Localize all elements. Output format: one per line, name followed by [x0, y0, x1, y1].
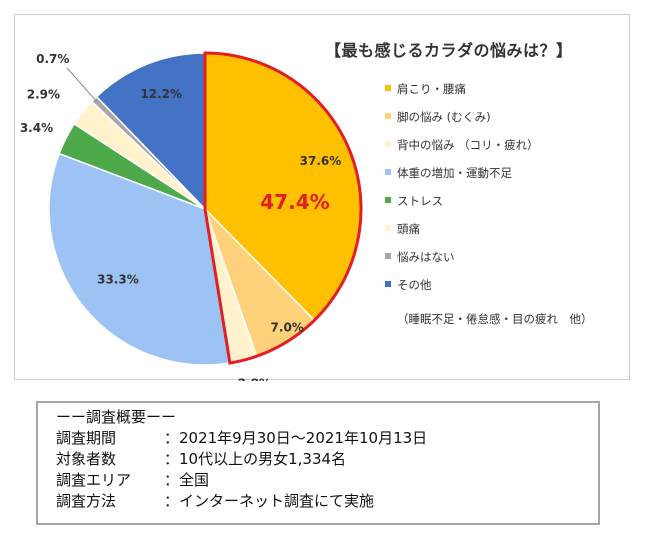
summary-label: 対象者数 [56, 450, 117, 468]
summary-heading: ーー調査概要ーー [56, 408, 177, 426]
legend-swatch [385, 85, 391, 91]
slice-data-label: 7.0% [271, 321, 304, 335]
slice-data-label: 2.8% [238, 376, 271, 381]
legend-swatch [385, 197, 391, 203]
summary-label: 調査エリア [56, 471, 132, 489]
leader-line [66, 67, 97, 102]
summary-value: ：2021年9月30日～2021年10月13日 [164, 429, 428, 447]
legend-swatch [385, 253, 391, 259]
legend-label: 悩みはない [397, 250, 455, 264]
legend-swatch [385, 169, 391, 175]
legend-label: 体重の増加・運動不足 [397, 166, 512, 180]
slice-data-label: 2.9% [27, 87, 60, 101]
chart-title: 【最も感じるカラダの悩みは？】 [325, 41, 573, 60]
highlight-outline [203, 51, 363, 365]
legend-swatch [385, 281, 391, 287]
legend-label: 肩こり・腰痛 [397, 82, 466, 96]
survey-summary: ーー調査概要ーー 調査期間 ：2021年9月30日～2021年10月13日対象者数… [36, 401, 600, 525]
highlight-total-label: 47.4% [260, 190, 329, 214]
summary-value: ：全国 [164, 471, 210, 489]
slice-data-label: 3.4% [20, 121, 53, 135]
pie-slice [95, 52, 206, 211]
legend-label: 頭痛 [397, 222, 420, 236]
legend-note: （睡眠不足・倦怠感・目の疲れ 他） [397, 312, 593, 326]
summary-value: ：10代以上の男女1,334名 [164, 450, 347, 468]
summary-value: ：インターネット調査にて実施 [164, 492, 375, 510]
chart-frame: 37.6% 7.0% 2.8% 33.3% 3.4% 2.9% 0.7% 12.2% 47.4%… [14, 14, 630, 381]
legend-swatch [385, 113, 391, 119]
summary-row: 調査エリア ：全国 [56, 470, 580, 491]
legend-swatch [385, 141, 391, 147]
summary-row: 対象者数 ：10代以上の男女1,334名 [56, 449, 580, 470]
summary-row: 調査方法 ：インターネット調査にて実施 [56, 491, 580, 512]
slice-data-label: 33.3% [97, 272, 139, 286]
summary-rows: 調査期間 ：2021年9月30日～2021年10月13日対象者数 ：10代以上の男女… [56, 428, 580, 512]
legend-label: 脚の悩み (むくみ) [397, 110, 491, 124]
pie-slice [48, 152, 231, 366]
legend-label: 背中の悩み （コリ・疲れ） [397, 138, 539, 152]
legend-swatch [385, 225, 391, 231]
summary-label: 調査期間 [56, 429, 117, 447]
slice-data-label: 12.2% [140, 87, 182, 101]
legend-label: ストレス [397, 194, 443, 208]
slice-data-label: 37.6% [300, 154, 342, 168]
legend-label: その他 [397, 278, 432, 292]
summary-label: 調査方法 [56, 492, 117, 510]
pie-chart: 37.6% 7.0% 2.8% 33.3% 3.4% 2.9% 0.7% 12.2% 47.4% [20, 51, 363, 381]
summary-row: 調査期間 ：2021年9月30日～2021年10月13日 [56, 428, 580, 449]
slice-data-label: 0.7% [36, 52, 69, 66]
